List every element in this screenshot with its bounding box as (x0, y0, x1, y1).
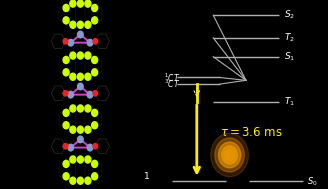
Text: $1$: $1$ (143, 170, 150, 181)
Text: $\tau = 3.6\ \mathrm{ms}$: $\tau = 3.6\ \mathrm{ms}$ (220, 126, 283, 139)
Circle shape (87, 144, 93, 151)
Text: $S_2$: $S_2$ (284, 9, 295, 21)
Circle shape (85, 52, 91, 59)
Circle shape (85, 21, 91, 28)
Text: $T_1$: $T_1$ (284, 96, 295, 108)
Circle shape (70, 105, 76, 112)
Text: $T_2$: $T_2$ (284, 32, 295, 44)
Circle shape (92, 109, 98, 116)
Circle shape (70, 156, 76, 163)
Circle shape (85, 156, 91, 163)
Circle shape (77, 126, 83, 133)
Circle shape (87, 39, 93, 46)
Circle shape (63, 17, 69, 24)
Circle shape (77, 21, 83, 28)
Circle shape (63, 39, 68, 44)
Circle shape (85, 177, 91, 184)
Circle shape (63, 160, 69, 167)
Circle shape (70, 0, 76, 7)
Circle shape (68, 91, 73, 98)
Circle shape (70, 126, 76, 133)
Circle shape (215, 138, 244, 172)
Circle shape (85, 126, 91, 133)
Circle shape (77, 156, 83, 163)
Circle shape (92, 122, 98, 129)
Text: $^3CT$: $^3CT$ (164, 78, 180, 90)
Circle shape (77, 73, 83, 80)
Text: $^1CT$: $^1CT$ (164, 71, 180, 84)
Circle shape (77, 177, 83, 184)
Text: $S_1$: $S_1$ (284, 50, 295, 63)
Circle shape (93, 39, 98, 44)
Circle shape (92, 57, 98, 64)
Circle shape (63, 109, 69, 116)
Circle shape (77, 52, 83, 59)
Circle shape (218, 142, 241, 168)
Circle shape (211, 133, 249, 177)
Circle shape (77, 83, 83, 90)
Circle shape (70, 52, 76, 59)
Circle shape (77, 31, 83, 38)
Circle shape (85, 0, 91, 7)
Circle shape (63, 173, 69, 180)
Circle shape (93, 91, 98, 96)
Circle shape (63, 91, 68, 96)
Circle shape (68, 144, 73, 151)
Circle shape (70, 73, 76, 80)
Circle shape (92, 5, 98, 12)
Circle shape (63, 122, 69, 129)
Circle shape (225, 150, 234, 160)
Circle shape (87, 91, 93, 98)
Circle shape (68, 39, 73, 46)
Text: $S_0$: $S_0$ (307, 175, 317, 188)
Circle shape (92, 69, 98, 76)
Circle shape (85, 73, 91, 80)
Circle shape (77, 105, 83, 112)
Circle shape (70, 177, 76, 184)
Circle shape (92, 160, 98, 167)
Circle shape (63, 143, 68, 149)
Circle shape (222, 146, 237, 164)
Circle shape (227, 152, 232, 158)
Circle shape (92, 173, 98, 180)
Circle shape (63, 57, 69, 64)
Circle shape (92, 17, 98, 24)
Circle shape (85, 105, 91, 112)
Circle shape (77, 136, 83, 143)
Circle shape (93, 143, 98, 149)
Circle shape (70, 21, 76, 28)
Circle shape (63, 69, 69, 76)
Circle shape (77, 0, 83, 7)
Circle shape (63, 5, 69, 12)
